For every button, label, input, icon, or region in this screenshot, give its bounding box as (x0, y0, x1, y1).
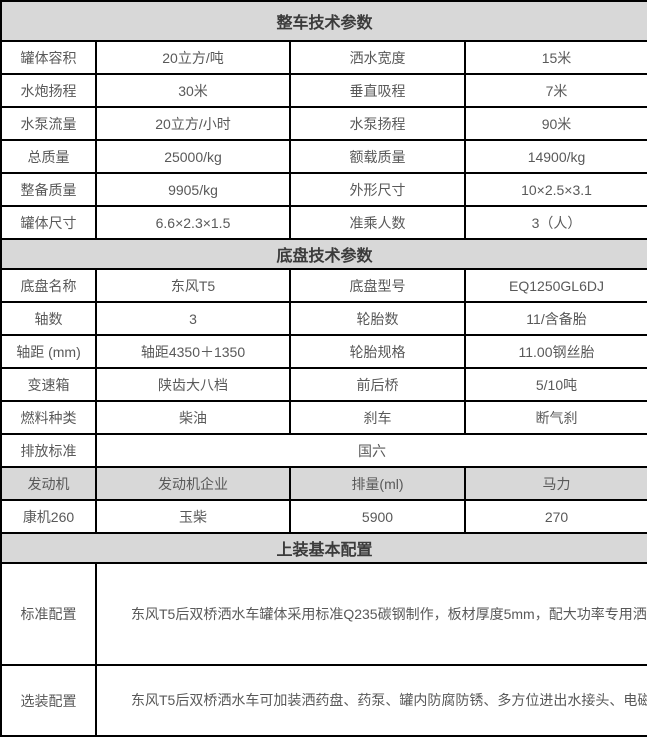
spec-value: 15米 (463, 40, 647, 75)
spec-value: 断气刹 (463, 400, 647, 435)
table-row: 水炮扬程 30米 垂直吸程 7米 (0, 73, 647, 108)
spec-label: 刹车 (289, 400, 466, 435)
spec-value: 11.00钢丝胎 (463, 334, 647, 369)
section-title: 底盘技术参数 (0, 238, 647, 270)
spec-value: 270 (463, 499, 647, 534)
spec-value: 20立方/小时 (95, 106, 291, 141)
table-row: 变速箱 陕齿大八档 前后桥 5/10吨 (0, 367, 647, 402)
spec-value: 7米 (463, 73, 647, 108)
subheader-cell: 发动机企业 (95, 466, 291, 501)
spec-label: 底盘名称 (0, 268, 97, 303)
table-row: 底盘名称 东风T5 底盘型号 EQ1250GL6DJ (0, 268, 647, 303)
spec-label: 水泵流量 (0, 106, 97, 141)
spec-value: 14900/kg (463, 139, 647, 174)
spec-value: 30米 (95, 73, 291, 108)
spec-value: 柴油 (95, 400, 291, 435)
spec-value: 11/含备胎 (463, 301, 647, 336)
spec-label: 标准配置 (0, 562, 97, 666)
spec-value: 国六 (94, 433, 647, 468)
spec-value: 20立方/吨 (95, 40, 291, 75)
standard-config-row: 标准配置 东风T5后双桥洒水车罐体采用标准Q235碳钢制作，板材厚度5mm，配大… (0, 562, 647, 666)
spec-value: 25000/kg (95, 139, 291, 174)
spec-value: 玉柴 (95, 499, 291, 534)
spec-label: 轴数 (0, 301, 97, 336)
spec-value: 3（人） (463, 205, 647, 240)
standard-config-text: 东风T5后双桥洒水车罐体采用标准Q235碳钢制作，板材厚度5mm，配大功率专用洒… (94, 562, 647, 666)
spec-value: 10×2.5×3.1 (463, 172, 647, 207)
spec-label: 轮胎数 (289, 301, 466, 336)
spec-label: 洒水宽度 (289, 40, 466, 75)
spec-label: 垂直吸程 (289, 73, 466, 108)
spec-value: 5900 (289, 499, 466, 534)
spec-label: 罐体尺寸 (0, 205, 97, 240)
table-row: 罐体尺寸 6.6×2.3×1.5 准乘人数 3（人） (0, 205, 647, 240)
spec-label: 罐体容积 (0, 40, 97, 75)
subheader-cell: 发动机 (0, 466, 97, 501)
table-row: 整备质量 9905/kg 外形尺寸 10×2.5×3.1 (0, 172, 647, 207)
spec-value: 90米 (463, 106, 647, 141)
table-row-emission: 排放标准 国六 (0, 433, 647, 468)
section-header-upfit: 上装基本配置 (0, 532, 647, 564)
spec-label: 变速箱 (0, 367, 97, 402)
table-row: 罐体容积 20立方/吨 洒水宽度 15米 (0, 40, 647, 75)
spec-label: 轮胎规格 (289, 334, 466, 369)
spec-label: 水泵扬程 (289, 106, 466, 141)
table-row: 燃料种类 柴油 刹车 断气刹 (0, 400, 647, 435)
spec-label: 选装配置 (0, 664, 97, 737)
spec-label: 前后桥 (289, 367, 466, 402)
table-row: 轴数 3 轮胎数 11/含备胎 (0, 301, 647, 336)
subheader-cell: 排量(ml) (289, 466, 466, 501)
spec-label: 额载质量 (289, 139, 466, 174)
spec-value: 陕齿大八档 (95, 367, 291, 402)
spec-value: 6.6×2.3×1.5 (95, 205, 291, 240)
section-header-chassis: 底盘技术参数 (0, 238, 647, 270)
optional-config-row: 选装配置 东风T5后双桥洒水车可加装洒药盘、药泵、罐内防腐防锈、多方位进出水接头… (0, 664, 647, 737)
spec-label: 总质量 (0, 139, 97, 174)
spec-label: 准乘人数 (289, 205, 466, 240)
spec-label: 水炮扬程 (0, 73, 97, 108)
section-header-vehicle: 整车技术参数 (0, 0, 647, 42)
spec-label: 外形尺寸 (289, 172, 466, 207)
spec-label: 轴距 (mm) (0, 334, 97, 369)
spec-value: EQ1250GL6DJ (463, 268, 647, 303)
section-title: 整车技术参数 (0, 0, 647, 42)
table-row: 总质量 25000/kg 额载质量 14900/kg (0, 139, 647, 174)
spec-label: 燃料种类 (0, 400, 97, 435)
spec-label: 排放标准 (0, 433, 97, 468)
spec-value: 3 (95, 301, 291, 336)
optional-config-text: 东风T5后双桥洒水车可加装洒药盘、药泵、罐内防腐防锈、多方位进出水接头、电磁阀、… (94, 664, 647, 737)
engine-subheader-row: 发动机 发动机企业 排量(ml) 马力 (0, 466, 647, 501)
engine-data-row: 康机260 玉柴 5900 270 (0, 499, 647, 534)
spec-label: 整备质量 (0, 172, 97, 207)
table-row: 水泵流量 20立方/小时 水泵扬程 90米 (0, 106, 647, 141)
table-row: 轴距 (mm) 轴距4350＋1350 轮胎规格 11.00钢丝胎 (0, 334, 647, 369)
spec-value: 9905/kg (95, 172, 291, 207)
spec-value: 康机260 (0, 499, 97, 534)
section-title: 上装基本配置 (0, 532, 647, 564)
spec-value: 5/10吨 (463, 367, 647, 402)
spec-label: 底盘型号 (289, 268, 466, 303)
spec-value: 东风T5 (95, 268, 291, 303)
spec-value: 轴距4350＋1350 (95, 334, 291, 369)
subheader-cell: 马力 (463, 466, 647, 501)
